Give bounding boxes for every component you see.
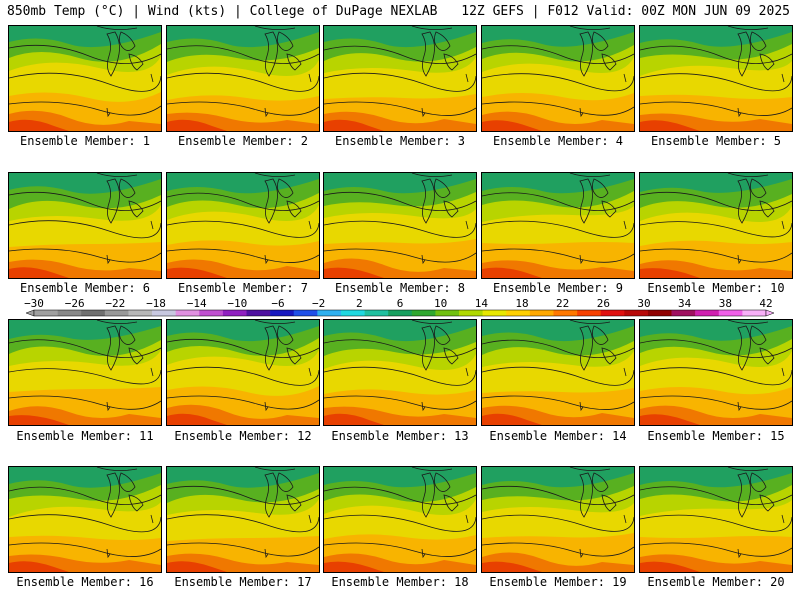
ensemble-member-19-map — [481, 466, 635, 573]
colorbar-tick-label: −10 — [227, 297, 247, 310]
colorbar-tick-label: −2 — [312, 297, 325, 310]
ensemble-member-5-map — [639, 25, 793, 132]
colorbar-swatch — [529, 310, 554, 316]
ensemble-member-label: Ensemble Member: 2 — [177, 134, 309, 148]
ensemble-member-15-map — [639, 319, 793, 426]
ensemble-member-label: Ensemble Member: 13 — [331, 429, 469, 443]
temperature-colorbar: −30 −26 −22 −18 −14 −10 −6 −2 2 6 10 14 18 22 26 30 34 38… — [24, 297, 775, 317]
colorbar-swatch — [553, 310, 578, 316]
colorbar-swatch — [577, 310, 602, 316]
ensemble-member-13-map — [323, 319, 477, 426]
colorbar-swatch — [340, 310, 365, 316]
colorbar-tick-label: 30 — [637, 297, 650, 310]
ensemble-member-label: Ensemble Member: 1 — [19, 134, 151, 148]
ensemble-member-1-map — [8, 25, 162, 132]
colorbar-tick-label: 38 — [719, 297, 732, 310]
ensemble-member-18-map — [323, 466, 477, 573]
model-run-info: 12Z GEFS | F012 Valid: 00Z MON JUN 09 20… — [461, 4, 790, 19]
colorbar-swatch — [222, 310, 247, 316]
ensemble-member-10-map — [639, 172, 793, 279]
colorbar-swatch — [246, 310, 271, 316]
colorbar-swatch — [742, 310, 767, 316]
colorbar-left-arrow — [25, 309, 35, 317]
ensemble-member-7-map — [166, 172, 320, 279]
ensemble-member-label: Ensemble Member: 4 — [492, 134, 624, 148]
ensemble-member-label: Ensemble Member: 7 — [177, 281, 309, 295]
map-title: 850mb Temp (°C) | Wind (kts) | College o… — [7, 4, 438, 19]
ensemble-member-label: Ensemble Member: 5 — [650, 134, 782, 148]
colorbar-swatch — [624, 310, 649, 316]
ensemble-member-label: Ensemble Member: 3 — [334, 134, 466, 148]
colorbar-swatch — [435, 310, 460, 316]
colorbar-swatch — [34, 310, 58, 316]
colorbar-swatch — [152, 310, 176, 316]
colorbar-swatch — [317, 310, 342, 316]
colorbar-swatch — [199, 310, 224, 316]
colorbar-tick-label: −18 — [146, 297, 166, 310]
colorbar-swatch — [175, 310, 200, 316]
ensemble-member-label: Ensemble Member: 11 — [16, 429, 154, 443]
colorbar-swatch — [600, 310, 625, 316]
ensemble-member-label: Ensemble Member: 14 — [489, 429, 627, 443]
ensemble-member-14-map — [481, 319, 635, 426]
colorbar-swatch — [718, 310, 743, 316]
ensemble-member-label: Ensemble Member: 12 — [174, 429, 312, 443]
colorbar-swatch — [647, 310, 672, 316]
ensemble-member-label: Ensemble Member: 18 — [331, 575, 469, 589]
colorbar-swatch — [388, 310, 413, 316]
colorbar-swatch — [482, 310, 507, 316]
ensemble-member-label: Ensemble Member: 20 — [647, 575, 785, 589]
colorbar-swatch — [671, 310, 696, 316]
colorbar-tick-label: 42 — [759, 297, 772, 310]
colorbar-tick-label: 22 — [556, 297, 569, 310]
colorbar-tick-label: 14 — [475, 297, 489, 310]
colorbar-tick-label: 10 — [434, 297, 447, 310]
ensemble-member-2-map — [166, 25, 320, 132]
colorbar-tick-label: 2 — [356, 297, 363, 310]
colorbar-tick-label: −6 — [271, 297, 284, 310]
ensemble-member-16-map — [8, 466, 162, 573]
colorbar-swatch — [293, 310, 318, 316]
ensemble-member-label: Ensemble Member: 9 — [492, 281, 624, 295]
colorbar-swatch — [270, 310, 295, 316]
colorbar-tick-label: 26 — [597, 297, 610, 310]
ensemble-member-6-map — [8, 172, 162, 279]
colorbar-tick-label: −30 — [24, 297, 44, 310]
ensemble-member-17-map — [166, 466, 320, 573]
colorbar-tick-label: 34 — [678, 297, 692, 310]
colorbar-swatch — [695, 310, 720, 316]
ensemble-member-20-map — [639, 466, 793, 573]
colorbar-right-arrow — [765, 309, 775, 317]
ensemble-member-label: Ensemble Member: 19 — [489, 575, 627, 589]
ensemble-member-4-map — [481, 25, 635, 132]
ensemble-member-11-map — [8, 319, 162, 426]
ensemble-member-label: Ensemble Member: 10 — [647, 281, 785, 295]
colorbar-tick-label: −26 — [65, 297, 85, 310]
ensemble-member-label: Ensemble Member: 15 — [647, 429, 785, 443]
colorbar-swatch — [104, 310, 129, 316]
colorbar-tick-label: −22 — [105, 297, 125, 310]
ensemble-member-label: Ensemble Member: 6 — [19, 281, 151, 295]
colorbar-swatch — [506, 310, 531, 316]
ensemble-member-9-map — [481, 172, 635, 279]
colorbar-swatch — [411, 310, 436, 316]
ensemble-member-8-map — [323, 172, 477, 279]
colorbar-swatch — [364, 310, 389, 316]
ensemble-member-label: Ensemble Member: 16 — [16, 575, 154, 589]
colorbar-swatch — [81, 310, 106, 316]
ensemble-member-label: Ensemble Member: 17 — [174, 575, 312, 589]
colorbar-tick-label: 18 — [515, 297, 528, 310]
colorbar-swatch — [57, 310, 82, 316]
colorbar-tick-label: 6 — [397, 297, 404, 310]
ensemble-member-label: Ensemble Member: 8 — [334, 281, 466, 295]
colorbar-swatch — [128, 310, 153, 316]
colorbar-tick-label: −14 — [187, 297, 207, 310]
colorbar-swatch — [459, 310, 483, 316]
ensemble-member-12-map — [166, 319, 320, 426]
ensemble-member-3-map — [323, 25, 477, 132]
